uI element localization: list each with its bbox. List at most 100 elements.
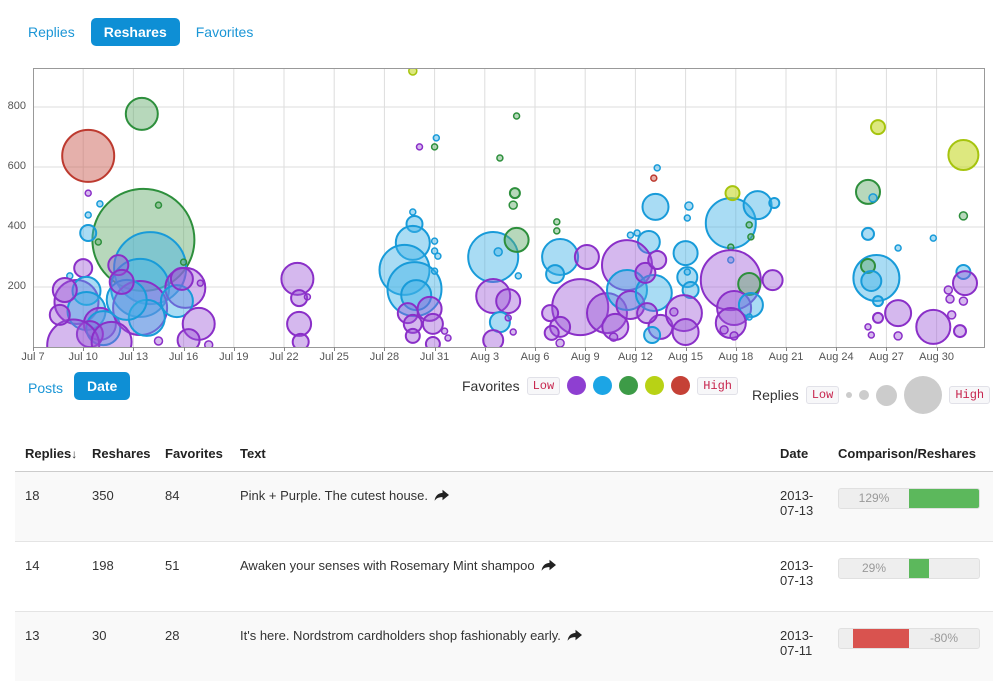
bubble-blue[interactable]	[654, 165, 660, 171]
bubble-purple[interactable]	[953, 271, 977, 295]
bubble-green[interactable]	[509, 201, 517, 209]
bubble-blue[interactable]	[869, 194, 877, 202]
bubble-blue[interactable]	[861, 271, 881, 291]
bubble-purple[interactable]	[610, 333, 618, 341]
bubble-purple[interactable]	[197, 280, 203, 286]
bubble-purple[interactable]	[426, 337, 440, 348]
bubble-blue[interactable]	[862, 228, 874, 240]
bubble-purple[interactable]	[575, 245, 599, 269]
tab-reshares[interactable]: Reshares	[91, 18, 180, 46]
bubble-purple[interactable]	[483, 330, 503, 348]
bubble-green[interactable]	[497, 155, 503, 161]
bubble-blue[interactable]	[433, 135, 439, 141]
bubble-purple[interactable]	[505, 315, 511, 321]
bubble-purple[interactable]	[74, 259, 92, 277]
bubble-purple[interactable]	[648, 251, 666, 269]
bubble-green[interactable]	[514, 113, 520, 119]
bubble-purple[interactable]	[885, 300, 911, 326]
bubble-blue[interactable]	[674, 241, 698, 265]
bubble-blue[interactable]	[432, 268, 438, 274]
bubble-blue[interactable]	[634, 230, 640, 236]
bubble-blue[interactable]	[895, 245, 901, 251]
bubble-green[interactable]	[746, 222, 752, 228]
bubble-purple[interactable]	[445, 335, 451, 341]
bubble-blue[interactable]	[515, 273, 521, 279]
header-text[interactable]: Text	[230, 437, 770, 472]
date-button[interactable]: Date	[74, 372, 130, 400]
bubble-purple[interactable]	[171, 268, 193, 290]
bubble-green[interactable]	[748, 234, 754, 240]
bubble-blue[interactable]	[97, 201, 103, 207]
bubble-yellow[interactable]	[871, 120, 885, 134]
bubble-purple[interactable]	[406, 329, 420, 343]
bubble-purple[interactable]	[763, 270, 783, 290]
bubble-purple[interactable]	[293, 334, 309, 348]
share-icon[interactable]	[541, 559, 556, 571]
header-favorites[interactable]: Favorites	[155, 437, 230, 472]
bubble-purple[interactable]	[894, 332, 902, 340]
bubble-blue[interactable]	[85, 212, 91, 218]
bubble-purple[interactable]	[720, 326, 728, 334]
bubble-green[interactable]	[156, 202, 162, 208]
bubble-blue[interactable]	[435, 253, 441, 259]
bubble-purple[interactable]	[730, 332, 738, 340]
header-reshares[interactable]: Reshares	[82, 437, 155, 472]
favorites-low-badge[interactable]: Low	[527, 377, 561, 395]
bubble-blue[interactable]	[769, 198, 779, 208]
bubble-purple[interactable]	[304, 294, 310, 300]
bubble-yellow[interactable]	[726, 186, 740, 200]
replies-high-badge[interactable]: High	[949, 386, 990, 404]
share-icon[interactable]	[434, 489, 449, 501]
bubble-green[interactable]	[554, 228, 560, 234]
bubble-purple[interactable]	[442, 328, 448, 334]
bubble-yellow[interactable]	[409, 68, 417, 75]
bubble-purple[interactable]	[205, 341, 213, 348]
bubble-purple[interactable]	[85, 190, 91, 196]
bubble-purple[interactable]	[916, 310, 950, 344]
replies-low-badge[interactable]: Low	[806, 386, 840, 404]
bubble-blue[interactable]	[80, 225, 96, 241]
share-icon[interactable]	[567, 629, 582, 641]
bubble-blue[interactable]	[410, 209, 416, 215]
bubble-purple[interactable]	[496, 289, 520, 313]
bubble-blue[interactable]	[744, 191, 772, 219]
bubble-blue[interactable]	[627, 232, 633, 238]
bubble-purple[interactable]	[873, 313, 883, 323]
bubble-purple[interactable]	[959, 297, 967, 305]
bubble-blue[interactable]	[685, 202, 693, 210]
bubble-purple[interactable]	[178, 329, 200, 348]
bubble-green[interactable]	[95, 239, 101, 245]
bubble-purple[interactable]	[946, 295, 954, 303]
bubble-purple[interactable]	[545, 326, 559, 340]
bubble-red[interactable]	[651, 175, 657, 181]
bubble-blue[interactable]	[930, 235, 936, 241]
bubble-purple[interactable]	[865, 324, 871, 330]
bubble-blue[interactable]	[643, 194, 669, 220]
bubble-blue[interactable]	[684, 215, 690, 221]
bubble-purple[interactable]	[948, 311, 956, 319]
bubble-purple[interactable]	[110, 270, 134, 294]
bubble-blue[interactable]	[546, 265, 564, 283]
bubble-purple[interactable]	[673, 319, 699, 345]
bubble-green[interactable]	[181, 259, 187, 265]
bubble-blue[interactable]	[684, 269, 690, 275]
bubble-purple[interactable]	[287, 312, 311, 336]
bubble-green[interactable]	[554, 219, 560, 225]
header-comparison[interactable]: Comparison/Reshares	[828, 437, 993, 472]
bubble-green[interactable]	[959, 212, 967, 220]
bubble-purple[interactable]	[637, 303, 657, 323]
favorites-high-badge[interactable]: High	[697, 377, 738, 395]
bubble-purple[interactable]	[417, 144, 423, 150]
header-replies[interactable]: Replies↓	[15, 437, 82, 472]
posts-link[interactable]: Posts	[28, 380, 63, 396]
bubble-purple[interactable]	[50, 305, 70, 325]
bubble-red[interactable]	[62, 130, 114, 182]
bubble-yellow[interactable]	[948, 140, 978, 170]
bubble-green[interactable]	[432, 144, 438, 150]
bubble-purple[interactable]	[944, 286, 952, 294]
bubble-purple[interactable]	[53, 278, 77, 302]
bubble-purple[interactable]	[868, 332, 874, 338]
tab-replies[interactable]: Replies	[28, 24, 75, 40]
tab-favorites[interactable]: Favorites	[196, 24, 254, 40]
bubble-purple[interactable]	[670, 308, 678, 316]
